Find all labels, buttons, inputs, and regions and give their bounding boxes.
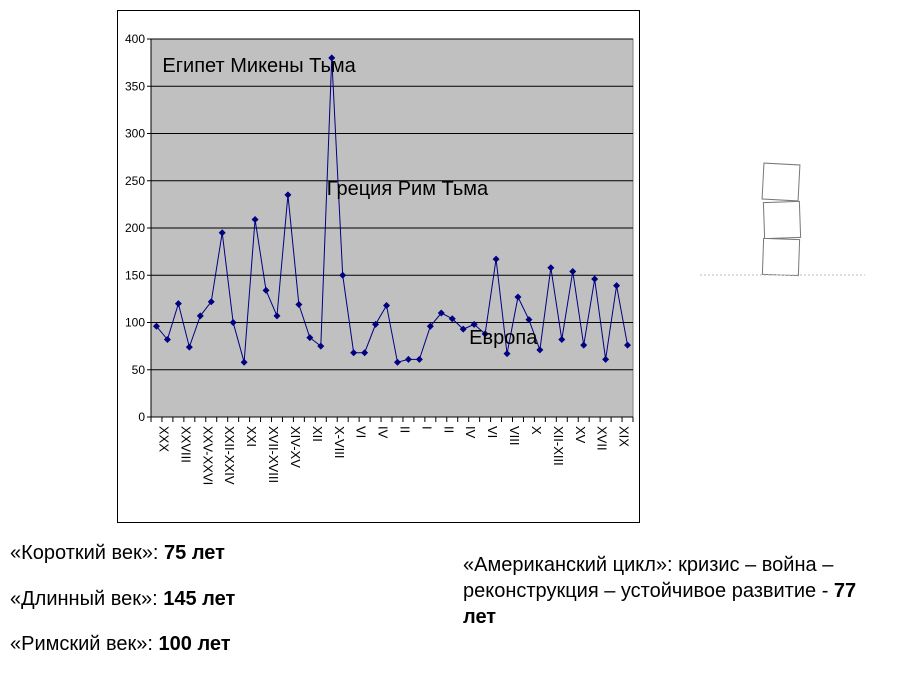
x-tick-label: VI: [485, 426, 500, 438]
data-point: [229, 319, 237, 326]
note-short-century-value: 75 лет: [164, 542, 225, 564]
note-american-cycle-text: «Американский цикл»: кризис – война – ре…: [463, 554, 834, 602]
y-tick-label: 100: [125, 316, 145, 330]
data-point: [372, 320, 380, 328]
note-roman-century-value: 100 лет: [158, 633, 231, 655]
data-point: [602, 355, 610, 363]
data-point: [350, 349, 358, 357]
x-tick-label: XXI: [244, 426, 259, 447]
series-line: [156, 57, 629, 363]
y-tick-label: 0: [138, 410, 145, 424]
data-point: [514, 293, 522, 301]
data-point: [295, 301, 303, 309]
note-american-cycle: «Американский цикл»: кризис – война – ре…: [463, 552, 893, 630]
data-point: [185, 343, 193, 351]
data-point: [536, 346, 544, 354]
chart-annotation-1: Греция Рим Тьма: [327, 178, 489, 200]
note-long-century-label: «Длинный век»:: [10, 588, 164, 610]
data-point: [393, 358, 401, 366]
data-point: [339, 271, 347, 279]
chart-annotation-2: Европа: [469, 327, 538, 349]
x-tick-label: II: [397, 426, 412, 433]
note-short-century-label: «Короткий век»:: [10, 542, 165, 564]
data-point: [492, 255, 500, 263]
data-point: [481, 330, 489, 338]
note-long-century-value: 145 лет: [163, 588, 236, 610]
x-tick-label: XII: [310, 426, 325, 442]
x-tick-label: XIX: [617, 426, 632, 447]
x-tick-label: VI: [354, 426, 369, 438]
data-point: [426, 322, 434, 330]
y-tick-label: 300: [125, 127, 145, 141]
data-point: [174, 300, 182, 308]
data-point: [163, 336, 171, 344]
data-point: [328, 54, 336, 62]
chart-annotation-0: Египет Микены Тьма: [162, 55, 356, 77]
chart-frame: 0 50 100 150 200 250 300 350 400 XXX XXVIII XXV-XXV…: [117, 10, 640, 523]
note-american-cycle-value: 77 лет: [463, 580, 857, 628]
data-point: [306, 334, 314, 342]
note-long-century: «Длинный век»: 145 лет: [10, 587, 235, 611]
data-point: [251, 215, 259, 223]
data-point: [580, 341, 588, 349]
y-tick-label: 350: [125, 79, 145, 93]
data-point: [459, 325, 467, 333]
x-tick-label: XXVIII: [178, 426, 193, 463]
data-point: [591, 275, 599, 283]
data-point: [613, 282, 621, 290]
x-tick-label: XXII-XXIV: [222, 426, 237, 485]
y-tick-label: 150: [125, 268, 145, 282]
stacked-boxes-graphic: [700, 162, 865, 277]
box-top: [761, 162, 801, 202]
x-tick-label: XIV-XV: [288, 426, 303, 468]
data-point: [317, 342, 325, 350]
y-tick-label: 250: [125, 174, 145, 188]
data-point: [415, 355, 423, 363]
x-tick-label: XII-XIII: [551, 426, 566, 466]
data-point: [273, 312, 281, 320]
x-tick-label: IV: [376, 426, 391, 439]
data-point: [152, 322, 160, 330]
data-point: [569, 267, 577, 275]
data-point: [525, 316, 533, 324]
note-roman-century-label: «Римский век»:: [10, 633, 159, 655]
data-point: [547, 264, 555, 272]
x-tick-label: X: [529, 426, 544, 435]
data-point: [284, 191, 292, 199]
data-point: [404, 355, 412, 363]
box-middle: [762, 200, 802, 240]
y-tick-label: 50: [132, 363, 146, 377]
x-tick-label: XV: [573, 426, 588, 444]
y-tick-label: 400: [125, 32, 145, 46]
x-tick-label: X-VIII: [332, 426, 347, 459]
x-tick-label: I: [419, 426, 434, 430]
x-tick-label: XXV-XXVI: [200, 426, 215, 485]
data-point: [262, 286, 270, 294]
data-point: [240, 358, 248, 366]
data-point: [437, 309, 445, 317]
note-roman-century: «Римский век»: 100 лет: [10, 632, 231, 656]
note-short-century: «Короткий век»: 75 лет: [10, 541, 225, 565]
x-tick-label: XVII-XVIII: [266, 426, 281, 483]
x-tick-label: XVII: [595, 426, 610, 451]
data-point: [207, 298, 215, 306]
data-point: [470, 320, 478, 328]
data-point: [624, 341, 632, 349]
data-point: [196, 312, 204, 320]
data-point: [448, 315, 456, 323]
x-tick-label: II: [441, 426, 456, 433]
y-tick-label: 200: [125, 221, 145, 235]
data-point: [361, 349, 369, 357]
x-tick-label: VIII: [507, 426, 522, 446]
box-bottom: [761, 237, 801, 277]
data-point: [558, 336, 566, 344]
data-point: [383, 301, 391, 309]
data-point: [503, 350, 511, 358]
x-tick-label: IV: [463, 426, 478, 439]
data-point: [218, 229, 226, 237]
x-tick-label: XXX: [156, 426, 171, 452]
